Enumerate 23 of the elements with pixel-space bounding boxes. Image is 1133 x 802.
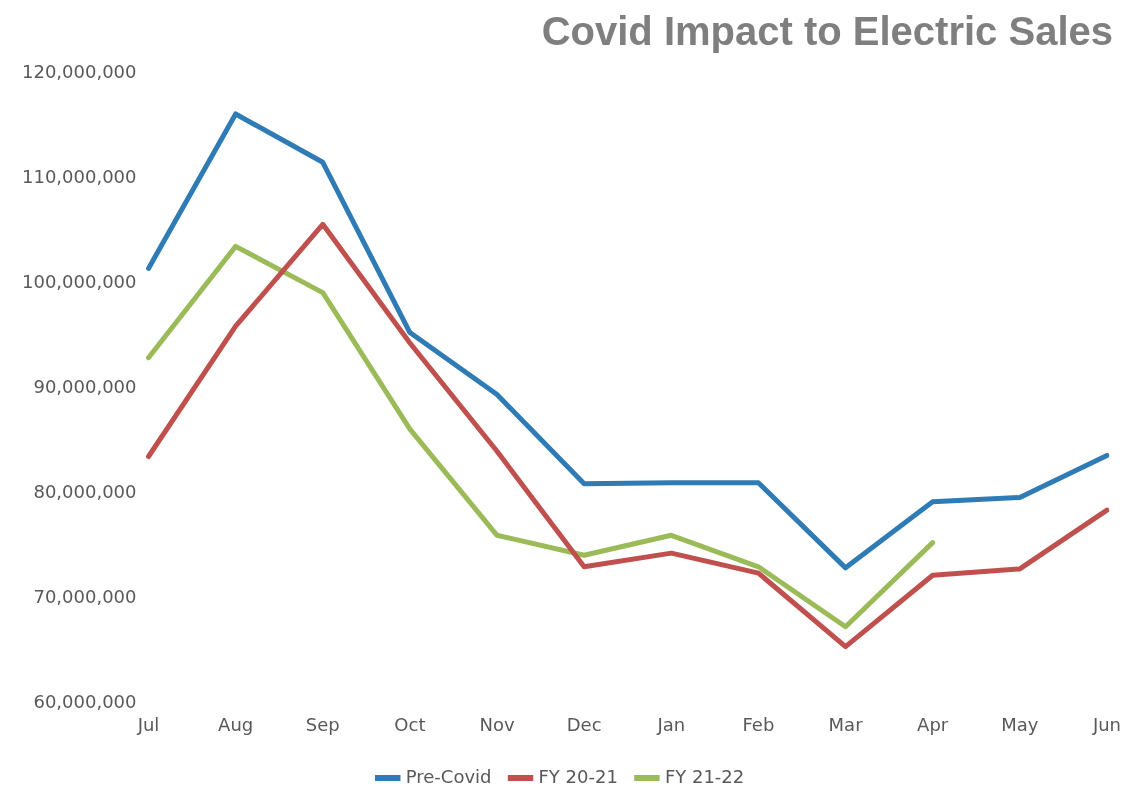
legend-label: FY 20-21 [538, 765, 618, 787]
y-tick-label: 60,000,000 [33, 691, 137, 713]
chart-title: Covid Impact to Electric Sales [541, 9, 1113, 54]
x-tick-label: Mar [828, 713, 864, 735]
x-tick-label: Aug [218, 713, 254, 735]
x-tick-label: Jan [656, 713, 686, 735]
x-tick-label: Dec [566, 713, 602, 735]
x-tick-label: May [1001, 713, 1039, 735]
y-tick-label: 120,000,000 [22, 60, 137, 82]
x-tick-label: Feb [742, 713, 775, 735]
y-tick-label: 80,000,000 [33, 480, 137, 502]
x-tick-label: Nov [479, 713, 515, 735]
y-tick-label: 110,000,000 [22, 165, 137, 187]
y-tick-label: 70,000,000 [33, 586, 137, 608]
x-tick-label: Jun [1091, 713, 1121, 735]
legend-label: FY 21-22 [664, 765, 745, 787]
legend-label: Pre-Covid [405, 765, 492, 787]
x-tick-label: Apr [917, 713, 949, 735]
x-tick-label: Jul [136, 713, 160, 735]
x-tick-label: Oct [394, 713, 426, 735]
x-tick-label: Sep [305, 713, 340, 735]
y-tick-label: 90,000,000 [33, 375, 137, 397]
y-tick-label: 100,000,000 [22, 270, 137, 292]
